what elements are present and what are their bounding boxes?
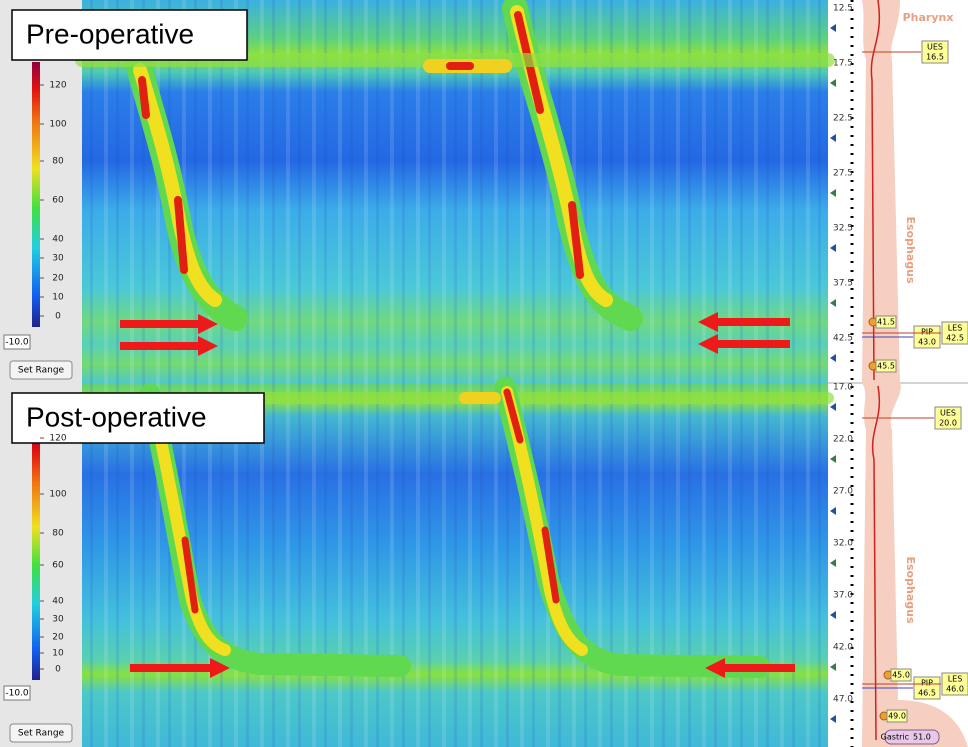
range-min: -10.0: [5, 338, 29, 348]
sensor-marker: [830, 559, 836, 567]
marker-value: 43.0: [918, 338, 936, 347]
point-box: [886, 709, 908, 723]
colorbar-tick-label: 30: [52, 254, 64, 264]
sensor-marker: [830, 189, 836, 197]
panel-title-box: [11, 9, 248, 61]
depth-label: 27.5: [833, 169, 853, 179]
colorbar-tick-label: 20: [52, 633, 64, 643]
marker-box: [934, 406, 962, 430]
marker-name: LES: [948, 324, 963, 333]
anatomy-label: Esophagus: [904, 557, 917, 624]
marker-value: 51.0: [913, 733, 931, 742]
depth-label: 42.5: [833, 334, 853, 344]
colorbar-tick-label: 0: [55, 665, 61, 675]
arrows: [120, 312, 795, 678]
marker-box: [921, 40, 949, 64]
panel-title: Post-operative: [26, 401, 207, 432]
marker-box: [884, 729, 940, 745]
depth-label: 22.0: [833, 435, 853, 445]
colorbar: [32, 425, 40, 680]
colorbar-tick-label: 60: [52, 196, 64, 206]
marker-box: [913, 325, 941, 349]
sensor-marker: [830, 455, 836, 463]
marker-value: 16.5: [926, 53, 944, 62]
sensor-marker: [830, 299, 836, 307]
sensor-marker: [830, 134, 836, 142]
point-value: 49.0: [888, 712, 906, 721]
marker-name: PIP: [921, 679, 933, 688]
sensor-marker: [830, 354, 836, 362]
depth-label: 22.5: [833, 114, 853, 124]
colorbar-tick-label: 60: [52, 561, 64, 571]
marker-name: UES: [927, 43, 943, 52]
point-box: [875, 315, 897, 329]
anatomy-label: Pharynx: [903, 11, 954, 24]
depth-label: 12.5: [833, 4, 853, 14]
marker-name: LES: [948, 675, 963, 684]
marker-name: PIP: [921, 328, 933, 337]
sensor-marker: [830, 715, 836, 723]
depth-label: 17.5: [833, 59, 853, 69]
depth-label: 27.0: [833, 487, 853, 497]
sensor-marker: [830, 507, 836, 515]
colorbar-tick-label: 10: [52, 293, 64, 303]
colorbar-tick-label: 100: [49, 120, 66, 130]
sensor-marker: [830, 244, 836, 252]
sensor-marker: [830, 24, 836, 32]
anatomy-label: Esophagus: [904, 217, 917, 284]
sensor-marker: [830, 611, 836, 619]
colorbar-tick-label: 10: [52, 649, 64, 659]
colorbar-tick-label: 40: [52, 235, 64, 245]
colorbar-tick-label: 40: [52, 597, 64, 607]
marker-value: 42.5: [946, 334, 964, 343]
esophagus-shape: [862, 383, 968, 747]
marker-value: 46.5: [918, 689, 936, 698]
depth-label: 17.0: [833, 383, 853, 393]
marker-box: [941, 672, 968, 696]
set-range-button[interactable]: [9, 360, 73, 380]
point-value: 41.5: [877, 318, 895, 327]
point-value: 45.0: [892, 671, 910, 680]
colorbar-tick-label: 80: [52, 529, 64, 539]
range-min-box: [3, 334, 31, 350]
marker-name: Gastric: [881, 733, 909, 742]
range-min: -10.0: [5, 689, 29, 699]
depth-label: 32.0: [833, 539, 853, 549]
set-range-label[interactable]: Set Range: [18, 366, 65, 376]
marker-box: [941, 321, 968, 345]
point-box: [875, 359, 897, 373]
depth-label: 37.0: [833, 591, 853, 601]
set-range-button[interactable]: [9, 723, 73, 743]
set-range-label[interactable]: Set Range: [18, 729, 65, 739]
panel-title: Pre-operative: [26, 18, 194, 49]
marker-value: 46.0: [946, 685, 964, 694]
legend-panel: [0, 0, 82, 383]
point-value: 45.5: [877, 362, 895, 371]
marker-value: 20.0: [939, 419, 957, 428]
depth-label: 32.5: [833, 224, 853, 234]
colorbar-tick-label: 20: [52, 274, 64, 284]
point-box: [890, 668, 912, 682]
marker-box: [913, 676, 941, 700]
sensor-marker: [830, 663, 836, 671]
sensor-marker: [830, 79, 836, 87]
colorbar-tick-label: 80: [52, 157, 64, 167]
colorbar-tick-label: 0: [55, 312, 61, 322]
depth-label: 47.0: [833, 695, 853, 705]
colorbar-tick-label: 120: [49, 81, 66, 91]
panel-title-box: [11, 392, 265, 444]
range-min-box: [3, 685, 31, 701]
colorbar-tick-label: 120: [49, 434, 66, 444]
content: Pre-operative1201008060403020100-10.0Set…: [3, 4, 968, 745]
colorbar-tick-label: 30: [52, 615, 64, 625]
depth-label: 37.5: [833, 279, 853, 289]
marker-name: UES: [940, 409, 956, 418]
depth-label: 42.0: [833, 643, 853, 653]
sensor-marker: [830, 403, 836, 411]
colorbar-tick-label: 100: [49, 490, 66, 500]
colorbar: [32, 62, 40, 327]
pressure-trace: [870, 0, 881, 741]
